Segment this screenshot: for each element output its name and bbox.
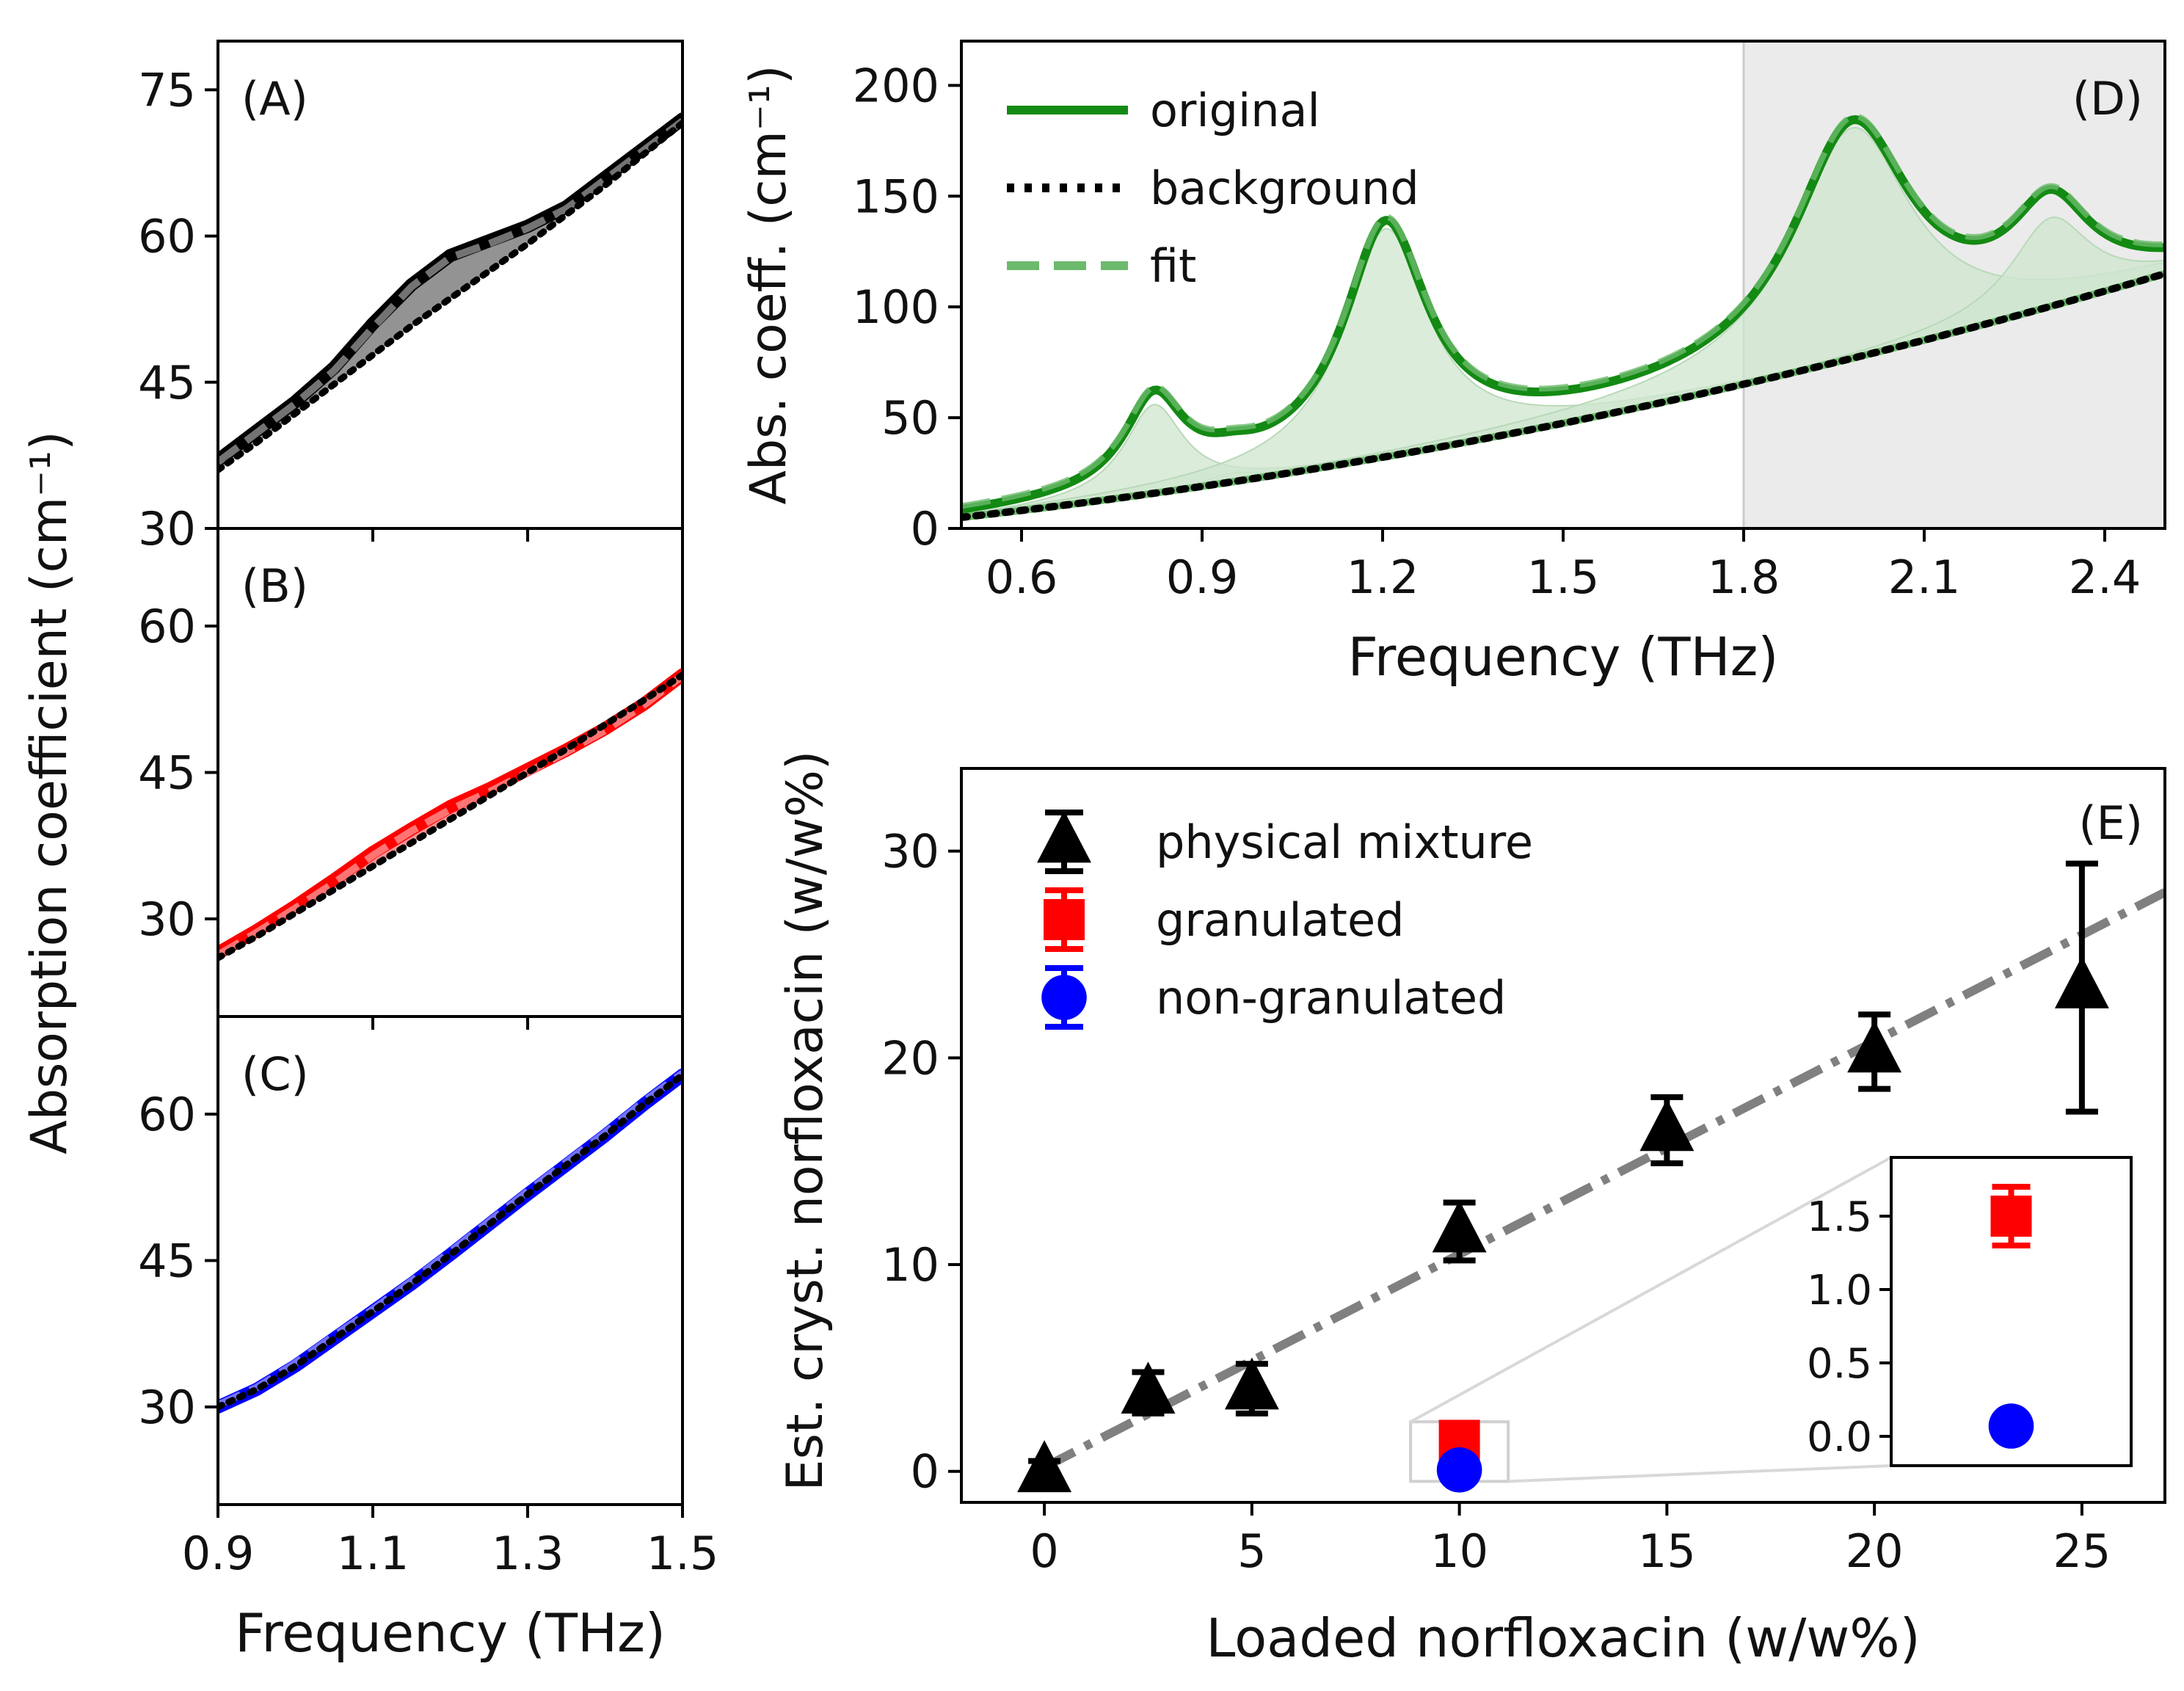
- panel-label: (D): [2072, 72, 2143, 126]
- inset-axes: 0.0 0.5 1.0 1.5: [1807, 1156, 2133, 1467]
- point-physical-mixture-4: [1639, 1099, 1695, 1152]
- background-line: [218, 1072, 682, 1411]
- legend-marker-non-granulated: [1041, 975, 1087, 1020]
- point-physical-mixture-1: [1121, 1361, 1176, 1414]
- panel-e: 0 10 20 30 0 5 10 15 20 25 Loaded norfloxacin (w/w…: [776, 751, 2166, 1669]
- y-tick-label: 45: [138, 746, 196, 800]
- y-tick-label: 10: [881, 1238, 939, 1292]
- inset-point-granulated: [1990, 1196, 2032, 1237]
- original-line: [218, 112, 682, 467]
- x-tick-label: 1.5: [1527, 550, 1600, 604]
- plot-area: [1017, 860, 2165, 1493]
- y-tick-label: 30: [881, 825, 939, 879]
- plot-area: [218, 112, 682, 473]
- y-tick-label: 45: [138, 356, 196, 410]
- fit-line: [1042, 888, 2165, 1472]
- y-tick-label: 20: [881, 1031, 939, 1085]
- y-axis-label: Abs. coeff. (cm⁻¹): [740, 65, 798, 504]
- y-tick-label: 100: [853, 280, 939, 334]
- y-tick-label: 60: [138, 1088, 196, 1141]
- y-tick-label: 75: [138, 63, 196, 117]
- x-tick-label: 5: [1237, 1524, 1266, 1578]
- plot-area: [218, 1068, 682, 1414]
- x-tick-label: 1.5: [647, 1527, 719, 1580]
- x-tick-label: 1.8: [1708, 550, 1780, 604]
- background-line: [218, 120, 682, 473]
- panel-label: (B): [241, 559, 308, 613]
- panel-a: 30 45 60 75 (A): [138, 40, 684, 556]
- x-tick-label: 2.1: [1888, 550, 1961, 604]
- x-tick-label: 25: [2053, 1524, 2111, 1578]
- zoom-connector-top: [1410, 1156, 1892, 1423]
- point-physical-mixture-5: [1847, 1020, 1902, 1073]
- legend-marker-physical-mixture: [1037, 810, 1091, 863]
- x-tick-label: 2.4: [2069, 550, 2141, 604]
- panel-b: 30 45 60 (B): [138, 527, 684, 1030]
- axes-frame: [960, 767, 2166, 1504]
- plot-area: [218, 668, 682, 961]
- legend-marker-granulated: [1044, 899, 1085, 940]
- y-tick-label: 60: [138, 600, 196, 653]
- y-tick-label: 30: [138, 1381, 196, 1434]
- inset-y-tick-label: 1.5: [1807, 1193, 1872, 1241]
- inset-y-tick-label: 0.0: [1807, 1414, 1872, 1461]
- point-non-granulated-0: [1436, 1447, 1482, 1493]
- legend-label-physical-mixture: physical mixture: [1156, 815, 1533, 869]
- x-tick-label: 0.9: [1166, 550, 1239, 604]
- background-line: [218, 672, 682, 961]
- y-tick-label: 50: [881, 391, 939, 445]
- x-axis-label: Frequency (THz): [235, 1602, 666, 1664]
- original-line: [218, 1068, 682, 1414]
- y-tick-label: 60: [138, 210, 196, 263]
- y-tick-label: 45: [138, 1234, 196, 1288]
- inset-y-tick-label: 1.0: [1807, 1267, 1872, 1314]
- inset-point-non-granulated: [1988, 1403, 2034, 1449]
- point-physical-mixture-0: [1017, 1440, 1072, 1493]
- y-tick-label: 0: [911, 1445, 939, 1499]
- point-physical-mixture-3: [1432, 1200, 1487, 1253]
- x-tick-label: 10: [1430, 1524, 1488, 1578]
- panel-c: 30 45 60 0.9 1.1 1.3 1.5 Frequency (THz) (C): [138, 1015, 719, 1664]
- y-tick-label: 200: [853, 59, 939, 112]
- background-line: [961, 269, 2165, 521]
- x-tick-label: 15: [1638, 1524, 1696, 1578]
- y-tick-label: 0: [911, 502, 939, 556]
- legend-label-original: original: [1150, 84, 1320, 137]
- shared-y-axis-label: Absorption coefficient (cm⁻¹): [21, 431, 79, 1154]
- x-axis-label: Loaded norfloxacin (w/w%): [1206, 1607, 1921, 1669]
- y-tick-label: 150: [853, 170, 939, 223]
- legend-label-fit: fit: [1150, 239, 1196, 293]
- legend-label-granulated: granulated: [1156, 893, 1404, 947]
- y-tick-label: 30: [138, 502, 196, 556]
- x-tick-label: 0.9: [182, 1527, 255, 1580]
- x-tick-label: 20: [1846, 1524, 1904, 1578]
- x-axis-label: Frequency (THz): [1348, 626, 1779, 688]
- plot-area: [961, 41, 2165, 528]
- inset-y-tick-label: 0.5: [1807, 1340, 1872, 1388]
- point-physical-mixture-6: [2054, 956, 2109, 1008]
- panel-label: (A): [241, 72, 308, 126]
- y-axis-label: Est. cryst. norfloxacin (w/w%): [776, 751, 834, 1491]
- legend-label-background: background: [1150, 161, 1419, 215]
- point-physical-mixture-2: [1224, 1357, 1279, 1410]
- panel-label: (E): [2078, 796, 2143, 850]
- panel-label: (C): [241, 1047, 309, 1101]
- legend-label-non-granulated: non-granulated: [1156, 971, 1506, 1025]
- x-tick-label: 0.6: [986, 550, 1058, 604]
- x-tick-label: 1.1: [337, 1527, 410, 1580]
- panel-d: 0 50 100 150 200 0.6 0.9 1.2 1.5 1.8 2.1 2.4 Frequen…: [740, 40, 2166, 688]
- x-tick-label: 1.2: [1347, 550, 1419, 604]
- x-tick-label: 0: [1030, 1524, 1058, 1578]
- fit-line: [961, 113, 2165, 509]
- zoom-connector-bottom: [1508, 1464, 1892, 1483]
- x-tick-label: 1.3: [492, 1527, 564, 1580]
- fit-line: [218, 672, 682, 959]
- y-tick-label: 30: [138, 892, 196, 946]
